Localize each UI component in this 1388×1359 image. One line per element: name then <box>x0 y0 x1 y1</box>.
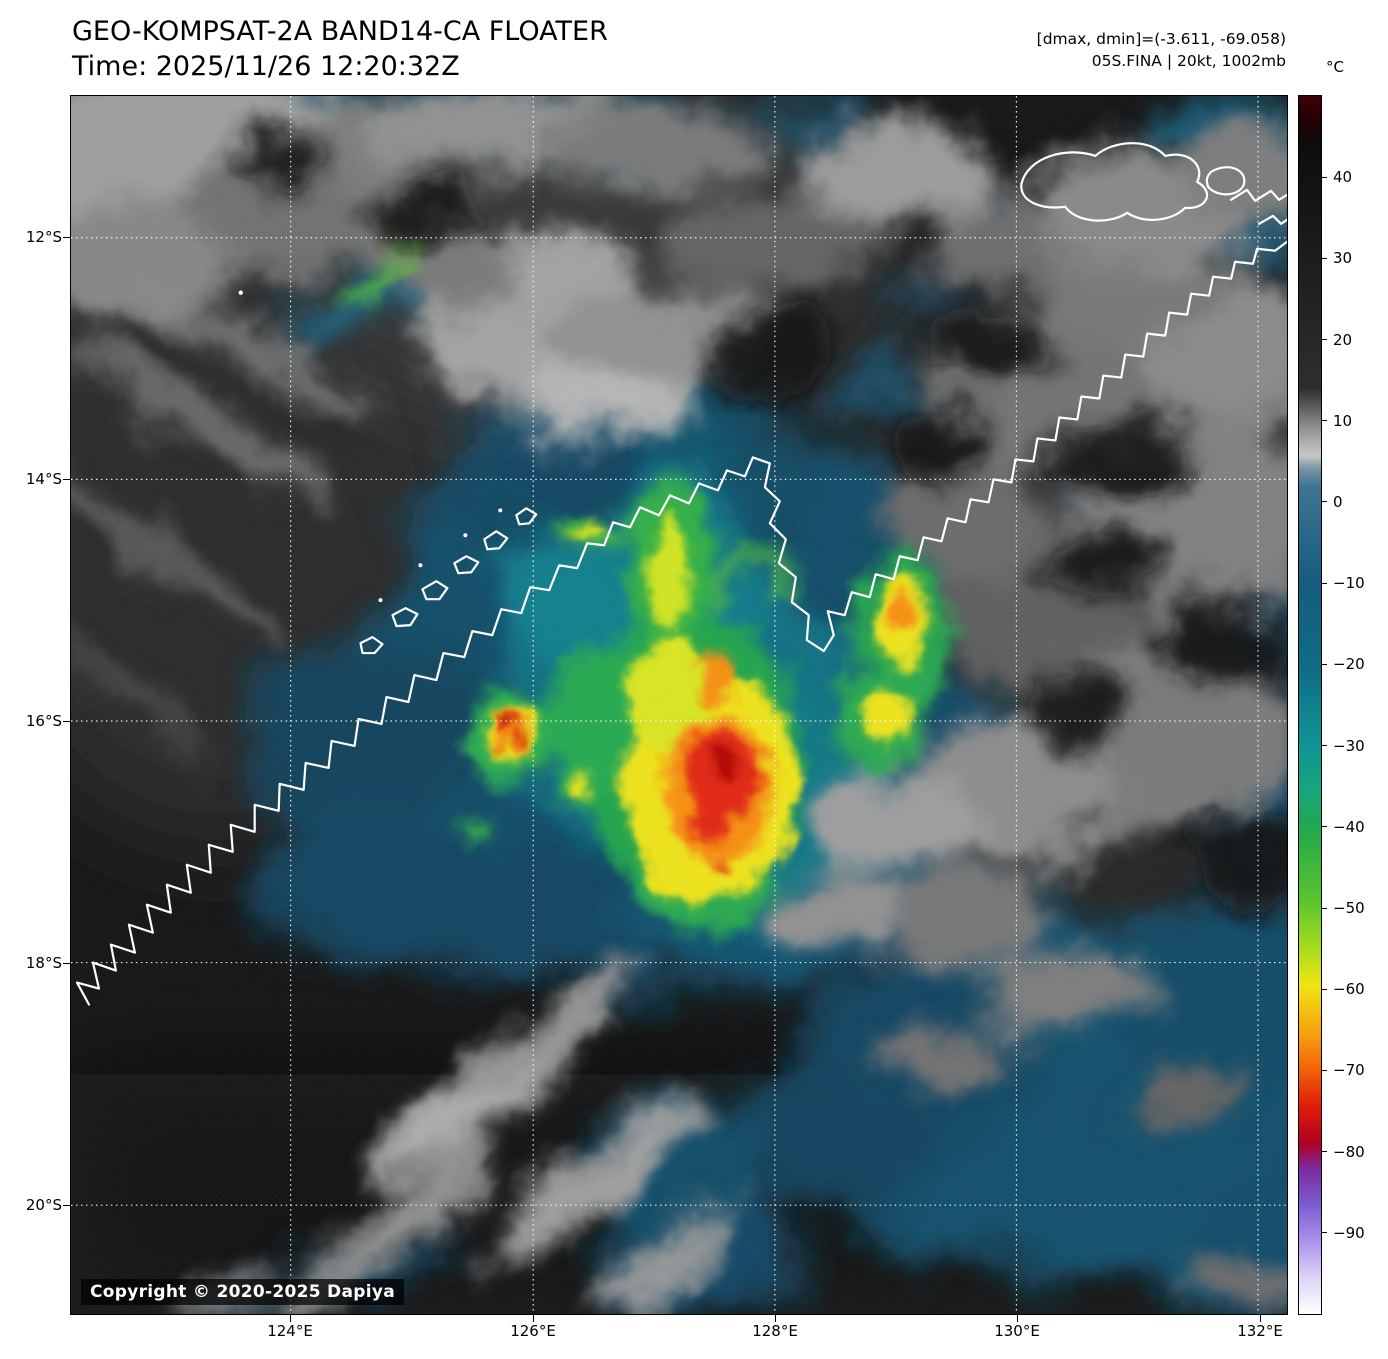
lon-tick-label: 130°E <box>994 1322 1040 1340</box>
axis-tick <box>63 963 70 964</box>
lat-tick-label: 12°S <box>25 228 62 246</box>
lat-tick-label: 18°S <box>25 954 62 972</box>
colorbar-unit-label: °C <box>1326 58 1344 76</box>
colorbar-tick-label: −80 <box>1333 1142 1365 1161</box>
colorbar-tick-label: −60 <box>1333 980 1365 999</box>
axis-tick <box>63 1205 70 1206</box>
lon-tick-label: 124°E <box>267 1322 313 1340</box>
annotations: [dmax, dmin]=(-3.611, -69.058) 05S.FINA … <box>800 28 1286 72</box>
axis-tick <box>1260 1315 1261 1322</box>
lon-tick-label: 132°E <box>1237 1322 1283 1340</box>
colorbar-tick-label: 30 <box>1333 249 1353 268</box>
colorbar-tick-label: 20 <box>1333 330 1353 349</box>
colorbar-tick-label: −20 <box>1333 655 1365 674</box>
dmax-dmin-readout: [dmax, dmin]=(-3.611, -69.058) <box>1036 30 1286 48</box>
colorbar-tick-label: 10 <box>1333 411 1353 430</box>
lat-tick-label: 14°S <box>25 470 62 488</box>
timestamp: Time: 2025/11/26 12:20:32Z <box>72 51 460 82</box>
axis-tick <box>63 721 70 722</box>
colorbar-tick-label: −70 <box>1333 1061 1365 1080</box>
colorbar: 40 30 20 10 0 −10 −20 −30 −40 −50 −60 −7… <box>1298 95 1365 1315</box>
lat-tick-label: 16°S <box>25 712 62 730</box>
colorbar-tick-label: −30 <box>1333 736 1365 755</box>
axis-tick <box>63 237 70 238</box>
map-plot: Copyright © 2020-2025 Dapiya <box>70 95 1288 1315</box>
satellite-image <box>71 96 1287 1314</box>
lon-tick-label: 128°E <box>752 1322 798 1340</box>
colorbar-tick-label: 0 <box>1333 492 1343 511</box>
lon-tick-label: 126°E <box>510 1322 556 1340</box>
axis-tick <box>1017 1315 1018 1322</box>
colorbar-tick-label: −10 <box>1333 574 1365 593</box>
grid-overlay <box>71 96 1287 1314</box>
coastline-layer <box>75 142 1287 1006</box>
colorbar-gradient <box>1299 96 1321 1314</box>
axis-tick <box>775 1315 776 1322</box>
axis-tick <box>533 1315 534 1322</box>
storm-info: 05S.FINA | 20kt, 1002mb <box>1091 52 1286 70</box>
copyright: Copyright © 2020-2025 Dapiya <box>81 1279 404 1305</box>
colorbar-tick-label: −50 <box>1333 899 1365 917</box>
colorbar-tick-label: 40 <box>1333 168 1353 187</box>
grain-texture <box>71 96 1287 1314</box>
axis-tick <box>63 479 70 480</box>
colorbar-tick-label: −40 <box>1333 817 1365 836</box>
page-title: GEO-KOMPSAT-2A BAND14-CA FLOATER <box>72 16 608 47</box>
colorbar-tick-label: −90 <box>1333 1223 1365 1242</box>
header: GEO-KOMPSAT-2A BAND14-CA FLOATER Time: 2… <box>72 14 608 84</box>
axis-tick <box>290 1315 291 1322</box>
lat-tick-label: 20°S <box>25 1196 62 1214</box>
